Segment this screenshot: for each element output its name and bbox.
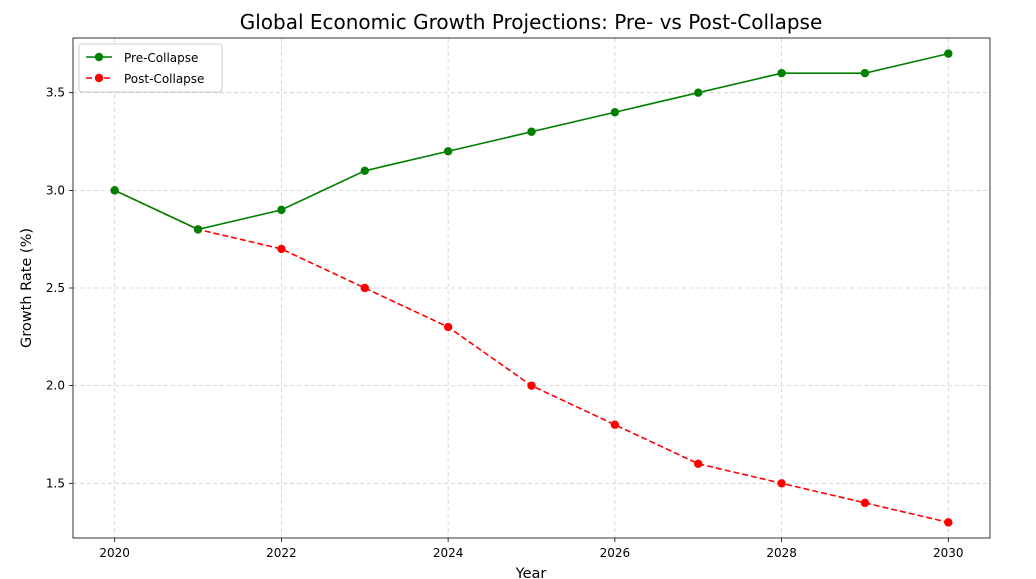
plot-frame xyxy=(72,37,991,539)
data-point-pre-collapse xyxy=(860,68,870,78)
legend-marker-pre-collapse xyxy=(94,52,104,62)
series-line-post-collapse xyxy=(114,189,949,524)
data-point-post-collapse xyxy=(777,479,786,488)
data-point-pre-collapse xyxy=(193,225,203,234)
chart-title: Global Economic Growth Projections: Pre-… xyxy=(240,10,823,34)
axes: 2020 2022 2024 2026 2028 2030 1.5 2.0 2.5 3.0 3.5 xyxy=(46,37,991,560)
data-point-post-collapse xyxy=(443,322,453,332)
x-tick-label: 2028 xyxy=(766,546,797,560)
legend-box xyxy=(78,43,223,93)
data-point-post-collapse xyxy=(860,498,870,508)
y-axis-label: Growth Rate (%) xyxy=(19,228,35,348)
data-point-post-collapse xyxy=(694,459,703,468)
data-point-post-collapse xyxy=(527,381,536,390)
y-tick-label: 2.0 xyxy=(46,379,65,393)
legend-label-post-collapse: Post-Collapse xyxy=(124,72,204,86)
data-point-pre-collapse xyxy=(610,108,620,117)
data-point-pre-collapse xyxy=(360,166,369,176)
x-axis-label: Year xyxy=(515,566,547,579)
series-layer xyxy=(110,49,953,527)
legend-label-pre-collapse: Pre-Collapse xyxy=(124,51,198,65)
series-line-pre-collapse xyxy=(114,52,949,231)
x-tick-label: 2026 xyxy=(600,546,631,560)
data-point-post-collapse xyxy=(610,420,620,429)
data-point-pre-collapse xyxy=(110,186,119,195)
legend: Pre-Collapse Post-Collapse xyxy=(78,43,223,93)
data-point-post-collapse xyxy=(360,283,369,293)
x-tick-label: 2022 xyxy=(266,546,297,560)
data-point-pre-collapse xyxy=(944,49,953,58)
grid xyxy=(73,38,990,538)
data-point-post-collapse xyxy=(277,244,286,254)
data-point-pre-collapse xyxy=(694,88,703,97)
data-point-pre-collapse xyxy=(777,68,786,78)
x-tick-label: 2020 xyxy=(99,546,130,560)
data-point-post-collapse xyxy=(944,518,953,527)
legend-marker-post-collapse xyxy=(94,73,104,83)
data-point-pre-collapse xyxy=(527,127,536,136)
y-tick-label: 3.0 xyxy=(46,183,65,197)
y-tick-label: 1.5 xyxy=(46,476,65,490)
y-tick-label: 2.5 xyxy=(46,281,65,295)
x-tick-label: 2030 xyxy=(933,546,964,560)
data-point-pre-collapse xyxy=(277,205,286,215)
y-tick-label: 3.5 xyxy=(46,86,65,100)
data-point-pre-collapse xyxy=(443,147,453,156)
x-tick-label: 2024 xyxy=(433,546,464,560)
